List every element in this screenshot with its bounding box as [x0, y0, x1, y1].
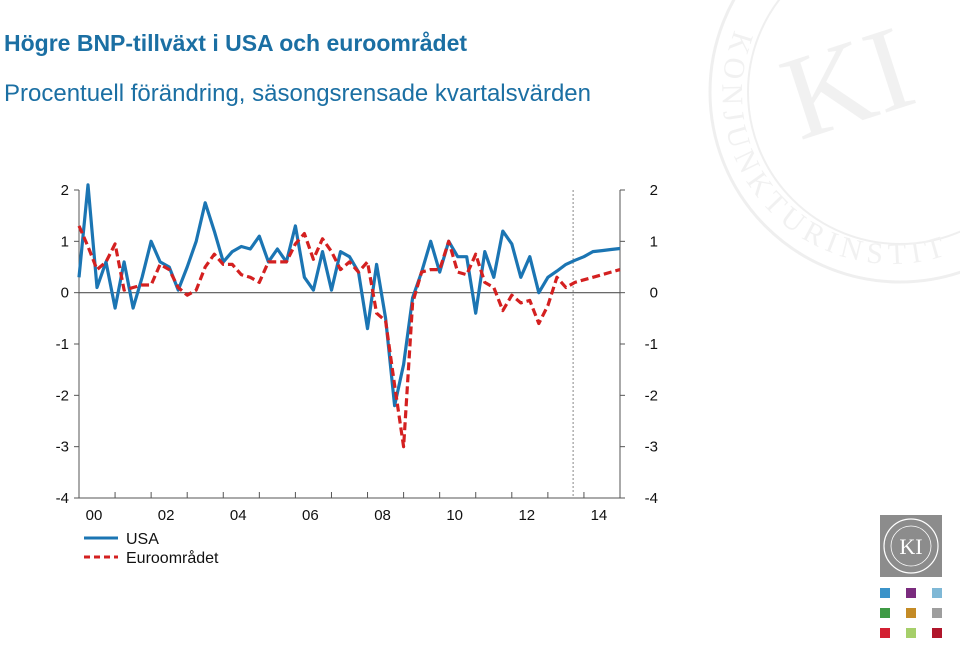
color-swatch: [932, 608, 942, 618]
y-tick-label-right: -3: [645, 439, 658, 456]
x-tick-label: 10: [446, 507, 463, 524]
y-tick-label-right: 0: [650, 285, 658, 302]
y-tick-label-left: -1: [56, 336, 69, 353]
y-tick-label-right: -2: [645, 387, 658, 404]
y-tick-label-left: -3: [56, 439, 69, 456]
chart-subtitle: Procentuell förändring, säsongsrensade k…: [4, 80, 592, 107]
y-tick-label-left: 2: [61, 182, 69, 199]
series-layer: [77, 183, 621, 449]
y-tick-label-right: 1: [650, 233, 658, 250]
x-tick-label: 00: [86, 507, 103, 524]
color-swatch: [932, 588, 942, 598]
color-swatch: [906, 588, 916, 598]
chart-title: Högre BNP-tillväxt i USA och euroområdet: [4, 30, 468, 56]
legend-usa-label: USA: [126, 531, 159, 548]
x-tick-label: 14: [591, 507, 608, 524]
color-swatch: [906, 628, 916, 638]
color-swatch: [880, 588, 890, 598]
x-tick-label: 06: [302, 507, 319, 524]
color-swatch: [906, 608, 916, 618]
x-tick-label: 02: [158, 507, 175, 524]
color-swatch: [932, 628, 942, 638]
y-tick-label-left: -4: [56, 490, 69, 507]
y-tick-label-right: -4: [645, 490, 658, 507]
x-tick-label: 04: [230, 507, 247, 524]
x-tick-label: 12: [518, 507, 535, 524]
y-tick-label-right: 2: [650, 182, 658, 199]
color-swatch: [880, 628, 890, 638]
y-tick-label-left: -2: [56, 387, 69, 404]
color-swatch: [880, 608, 890, 618]
y-tick-label-right: -1: [645, 336, 658, 353]
legend-euro-label: Euroområdet: [126, 549, 219, 567]
series-line-euroomradet: [77, 225, 621, 449]
y-tick-label-left: 0: [61, 285, 69, 302]
x-tick-label: 08: [374, 507, 391, 524]
y-tick-label-left: 1: [61, 233, 69, 250]
series-line-usa: [77, 183, 621, 408]
axes: 2 21 10 0-1 -1-2 -2-3 -3-4 -400 02 04 06 08 10 12 14: [56, 182, 658, 524]
legend: USA Euroområdet: [84, 531, 219, 567]
